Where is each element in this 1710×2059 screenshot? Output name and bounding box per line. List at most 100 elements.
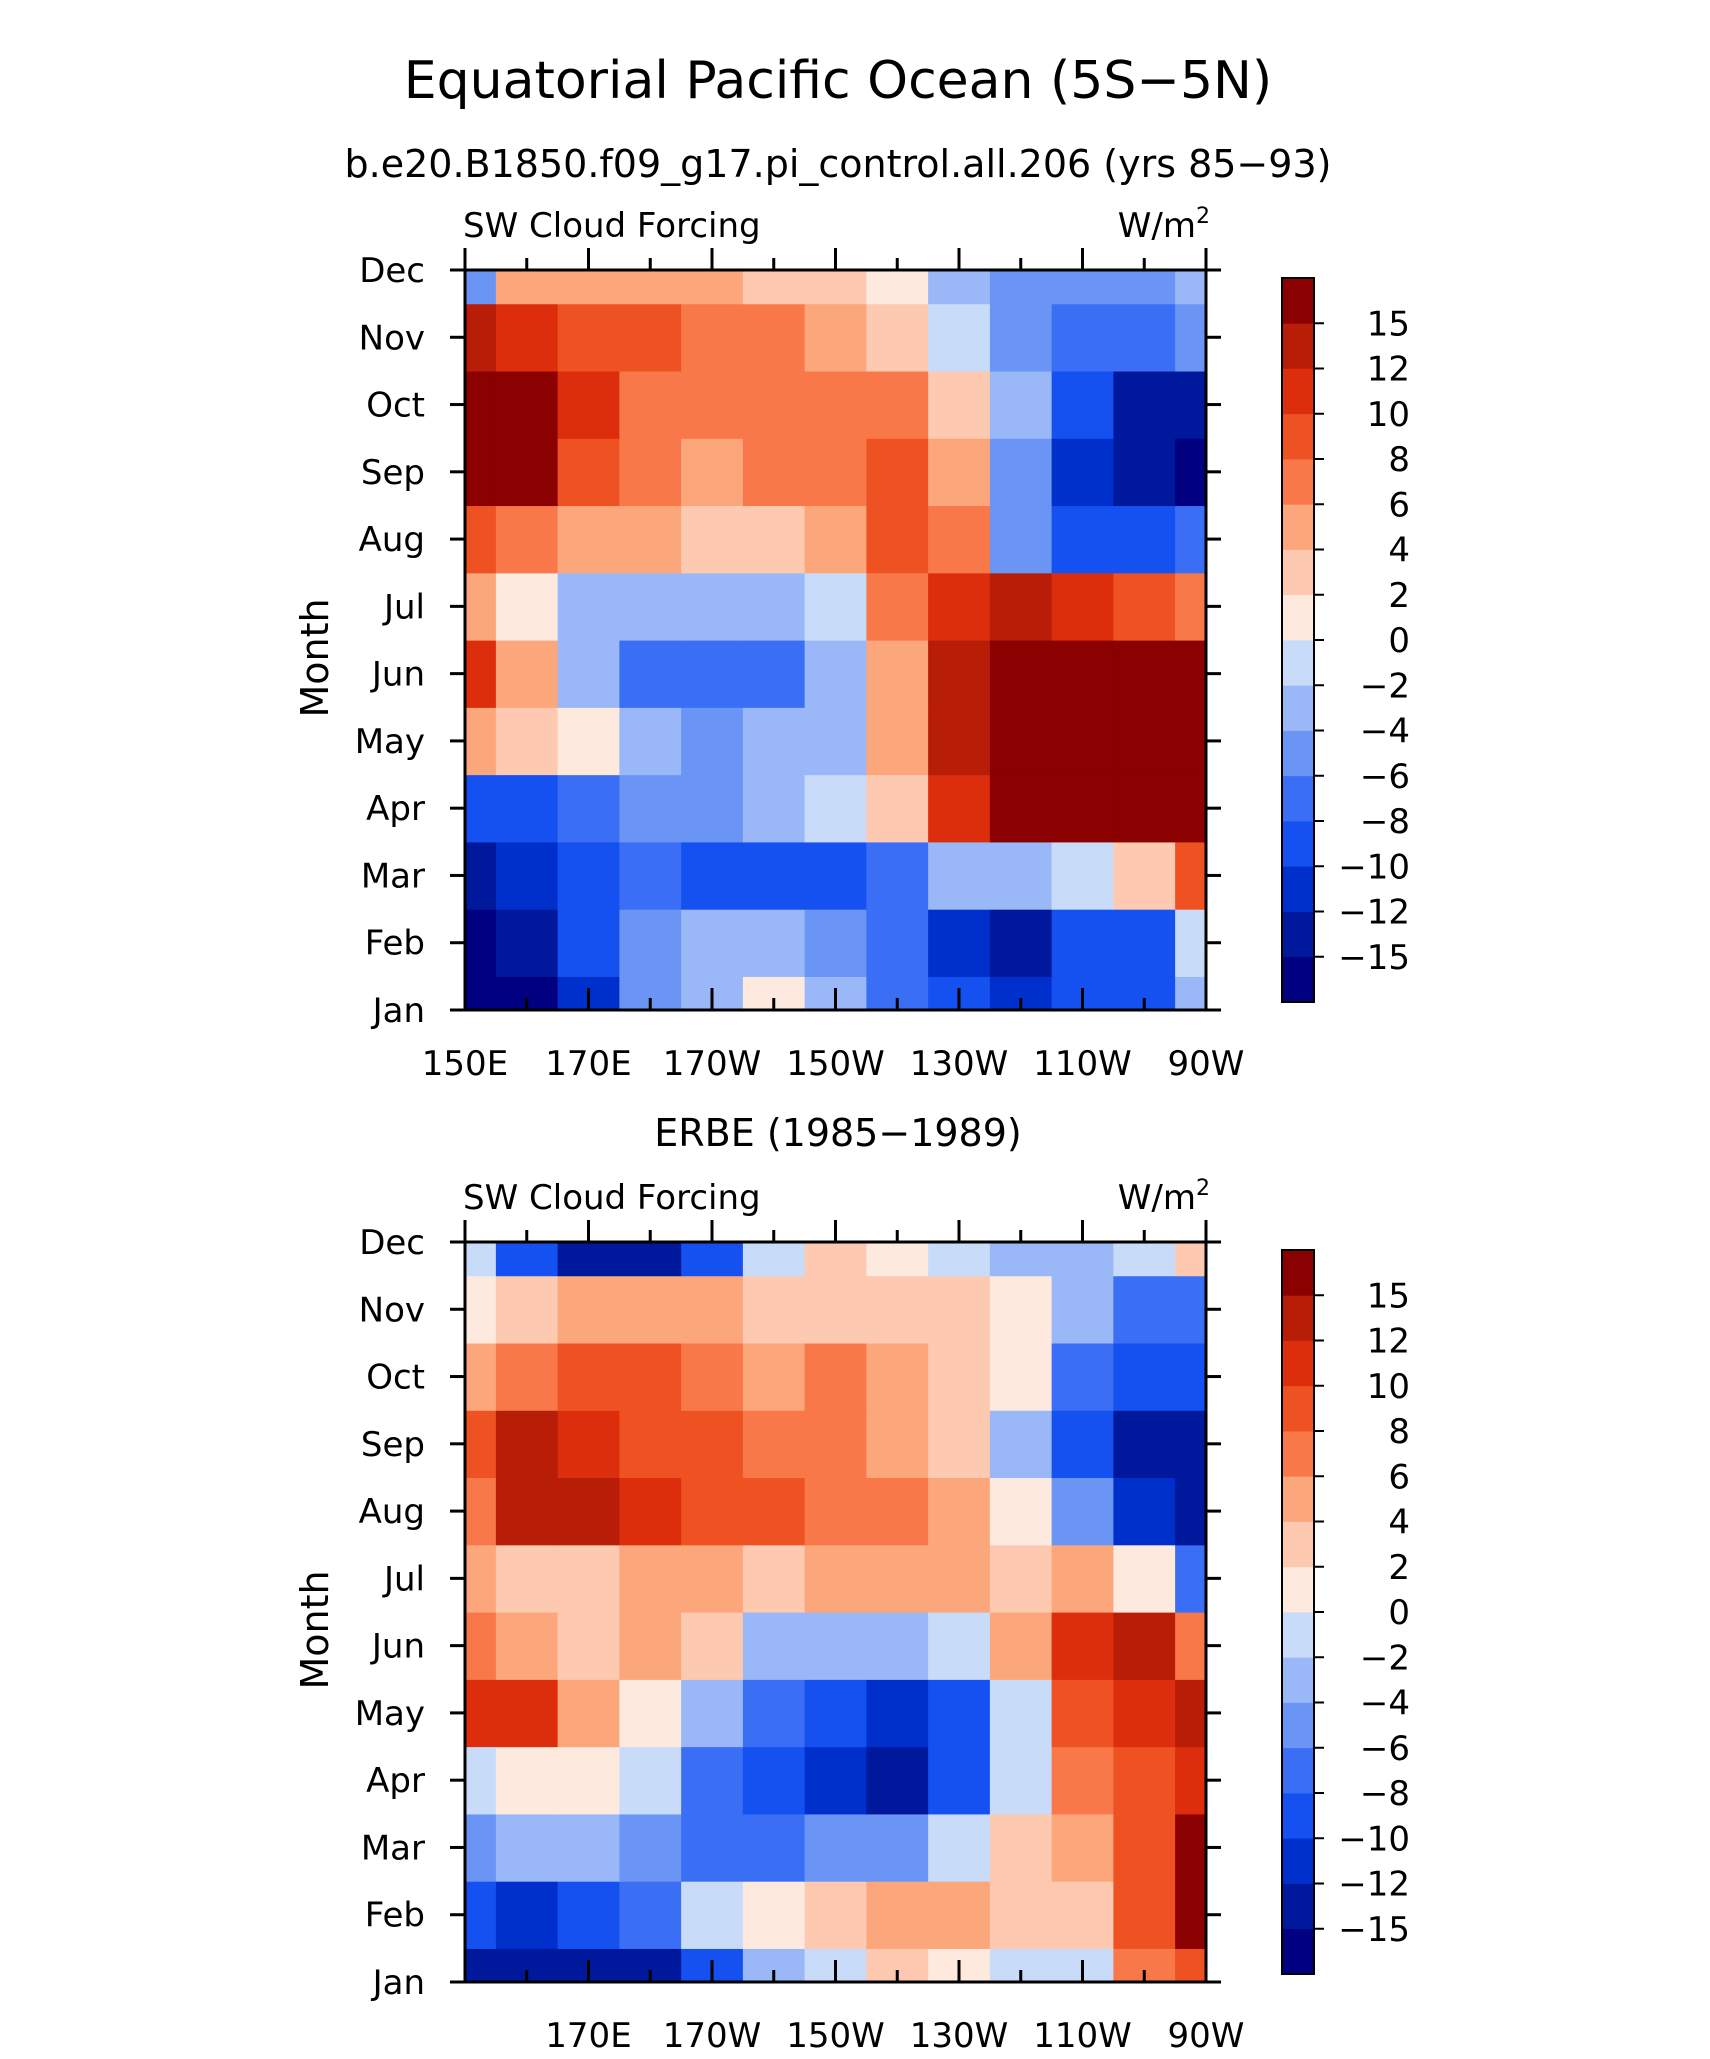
colorbar-box — [1282, 368, 1314, 415]
heatmap-cell — [866, 1881, 929, 1949]
heatmap-cell — [1113, 1881, 1176, 1949]
heatmap-cell — [681, 1746, 744, 1815]
heatmap-cell — [495, 909, 559, 977]
heatmap-cell — [1113, 438, 1176, 507]
heatmap-cell — [465, 1612, 497, 1680]
y-tick-label: Dec — [359, 251, 425, 291]
units-label: W/m2 — [1118, 1176, 1210, 1218]
heatmap-cell — [804, 640, 867, 708]
colorbar-label: −10 — [1338, 1819, 1410, 1859]
heatmap-cell — [1051, 1813, 1114, 1882]
heatmap-cell — [1113, 505, 1176, 574]
colorbar-box — [1282, 1521, 1314, 1568]
heatmap-cell — [1113, 1242, 1176, 1277]
heatmap-cell — [681, 1544, 744, 1613]
heatmap-cell — [866, 1242, 929, 1277]
heatmap-cell — [681, 1612, 744, 1680]
heatmap-cell — [1051, 303, 1114, 372]
colorbar-label: 10 — [1367, 1367, 1410, 1407]
heatmap-cell — [1175, 438, 1207, 507]
heatmap-cell — [1175, 1746, 1207, 1815]
colorbar-box — [1282, 1838, 1314, 1884]
colorbar-label: −15 — [1338, 1910, 1410, 1950]
heatmap-cell — [465, 370, 497, 439]
heatmap-cell — [557, 1746, 620, 1815]
heatmap-cell — [989, 1881, 1053, 1949]
heatmap-cell — [557, 909, 620, 977]
heatmap-cell — [742, 1477, 806, 1546]
heatmap-cell — [1113, 1342, 1176, 1411]
colorbar-box — [1282, 1612, 1314, 1658]
x-tick-label: 130W — [910, 1044, 1009, 1084]
heatmap-cell — [1175, 270, 1207, 305]
figure-title: Equatorial Pacific Ocean (5S−5N) — [404, 51, 1272, 111]
heatmap-cell — [557, 1612, 620, 1680]
heatmap-cell — [557, 370, 620, 439]
heatmap-cell — [557, 1813, 620, 1882]
colorbar-label: 4 — [1388, 531, 1410, 571]
heatmap-cell — [989, 1612, 1053, 1680]
heatmap-cell — [742, 774, 806, 843]
heatmap-cell — [1051, 1746, 1114, 1815]
heatmap-cell — [804, 841, 867, 910]
heatmap-cells — [465, 1242, 1207, 1983]
colorbar: 15 12 10 8 6 4 2 0 −2 −4 −6 −8 −10 −12 −15 — [1281, 1249, 1410, 1975]
heatmap-cell — [681, 572, 744, 641]
heatmap-cell — [804, 1410, 867, 1479]
heatmap-cell — [928, 370, 991, 439]
heatmap-cell — [557, 774, 620, 843]
axes — [450, 1220, 1221, 1984]
heatmap-cell — [804, 774, 867, 843]
heatmap-cell — [465, 1544, 497, 1613]
heatmap-cell — [742, 572, 806, 641]
colorbar-label: 12 — [1367, 1322, 1410, 1362]
colorbar-label: −2 — [1360, 666, 1410, 706]
heatmap-cell — [465, 1242, 497, 1277]
heatmap-cell — [681, 1477, 744, 1546]
heatmap-cell — [866, 303, 929, 372]
heatmap-cell — [557, 1242, 620, 1277]
heatmap-cell — [1175, 370, 1207, 439]
heatmap-cell — [1113, 774, 1176, 843]
heatmap-cell — [681, 438, 744, 507]
heatmap-cell — [742, 1881, 806, 1949]
x-tick-label: 170W — [663, 2016, 762, 2056]
heatmap-cell — [465, 1679, 497, 1748]
heatmap-cell — [1113, 1410, 1176, 1479]
heatmap-cell — [1051, 841, 1114, 910]
heatmap-cell — [557, 270, 620, 305]
colorbar-label: −8 — [1360, 1774, 1410, 1814]
heatmap-cell — [619, 438, 682, 507]
heatmap-cell — [1113, 841, 1176, 910]
heatmap-cell — [928, 640, 991, 708]
heatmap-cell — [619, 1477, 682, 1546]
heatmap-cell — [495, 774, 559, 843]
heatmap-cell — [866, 1342, 929, 1411]
y-axis-label: Month — [293, 1570, 337, 1689]
heatmap-cell — [681, 1813, 744, 1882]
heatmap-cell — [1113, 1746, 1176, 1815]
heatmap-cell — [928, 572, 991, 641]
colorbar-box — [1282, 1883, 1314, 1930]
heatmap-cell — [1175, 640, 1207, 708]
heatmap-cell — [866, 270, 929, 305]
heatmap-cell — [1051, 1242, 1114, 1277]
colorbar-label: −10 — [1338, 847, 1410, 887]
heatmap-cell — [681, 270, 744, 305]
heatmap-cell — [619, 1746, 682, 1815]
heatmap-cell — [1051, 572, 1114, 641]
colorbar-label: 12 — [1367, 350, 1410, 390]
heatmap-cell — [1175, 1881, 1207, 1949]
heatmap-cell — [681, 1342, 744, 1411]
heatmap-cell — [465, 1881, 497, 1949]
colorbar-label: −6 — [1360, 1729, 1410, 1769]
x-tick-label: 150E — [422, 1044, 508, 1084]
colorbar-box — [1282, 911, 1314, 958]
heatmap-cell — [928, 707, 991, 776]
colorbar-box — [1282, 1295, 1314, 1341]
colorbar-box — [1282, 1566, 1314, 1613]
heatmap-cell — [928, 1410, 991, 1479]
panel-subtitle: ERBE (1985−1989) — [654, 1111, 1021, 1155]
heatmap-cell — [557, 1544, 620, 1613]
